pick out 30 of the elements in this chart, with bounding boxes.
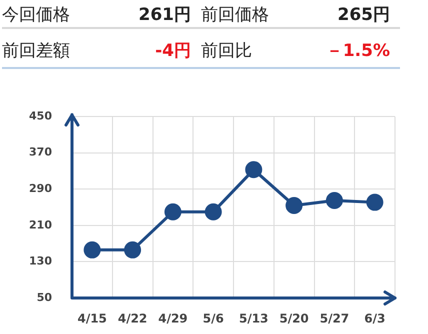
text: 261円 (102, 0, 201, 29)
text: -4円 (102, 29, 201, 69)
x-tick-label: 4/29 (158, 311, 188, 326)
x-tick-label: 4/15 (77, 311, 107, 326)
text: －1.5% (300, 29, 400, 69)
y-tick-label: 290 (29, 182, 52, 196)
point (204, 203, 222, 220)
x-tick-label: 5/13 (238, 311, 268, 326)
text: 前回比 (201, 29, 300, 69)
y-tick-label: 450 (29, 109, 52, 122)
x-tick-label: 5/20 (279, 311, 309, 326)
x-tick-label: 5/27 (320, 311, 350, 326)
x-tick-label: 6/3 (364, 311, 386, 326)
point (245, 161, 262, 178)
point (326, 192, 343, 209)
point (124, 241, 142, 258)
x-tick-label: 5/6 (202, 311, 224, 326)
point (84, 241, 101, 258)
y-tick-label: 210 (29, 218, 52, 232)
text: 前回価格 (201, 0, 300, 29)
point (164, 203, 182, 220)
point (286, 196, 303, 214)
y-tick-label: 130 (29, 254, 52, 268)
y-tick-label: 50 (36, 290, 52, 304)
x-tick-label: 4/22 (118, 311, 148, 326)
y-tick-label: 370 (29, 146, 52, 159)
text: 265円 (300, 0, 400, 29)
text: 今回価格 (2, 0, 102, 29)
point (366, 194, 384, 211)
text: 前回差額 (2, 29, 102, 69)
